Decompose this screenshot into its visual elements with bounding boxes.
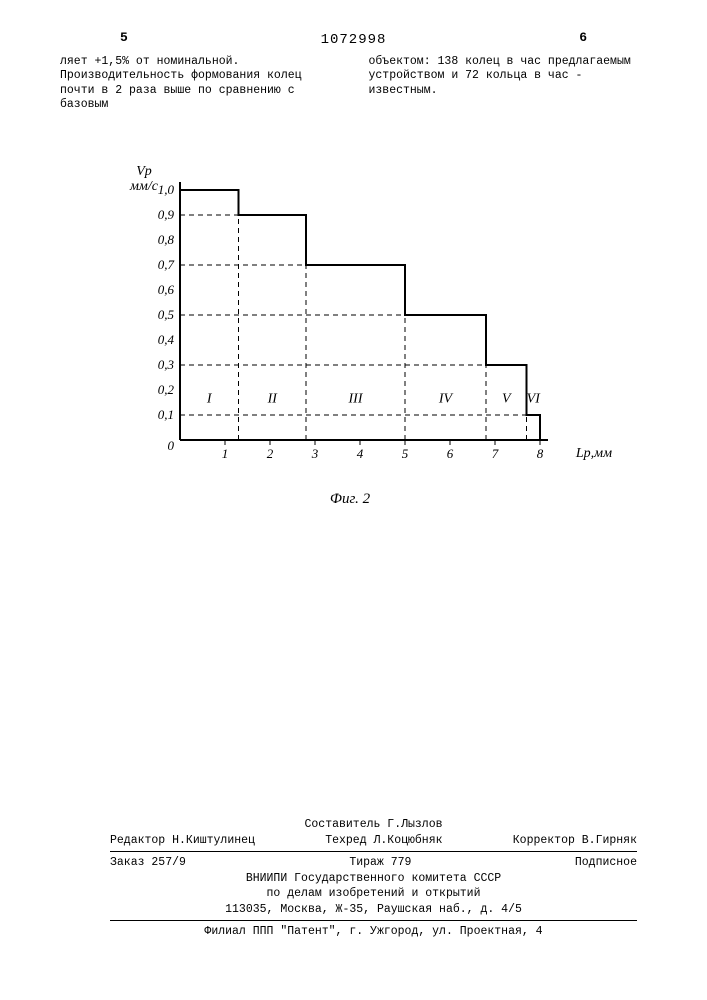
svg-text:1,0: 1,0 [158, 182, 175, 197]
org-line-2: по делам изобретений и открытий [110, 886, 637, 902]
svg-text:0,3: 0,3 [158, 357, 175, 372]
body-left-column: ляет +1,5% от номинальной. Производитель… [60, 55, 339, 113]
svg-text:I: I [206, 392, 213, 407]
imprint-footer: Составитель Г.Лызлов Редактор Н.Киштулин… [110, 817, 637, 940]
divider [110, 851, 637, 852]
svg-text:0,7: 0,7 [158, 257, 175, 272]
svg-text:0,5: 0,5 [158, 307, 175, 322]
svg-text:III: III [348, 392, 364, 407]
svg-text:6: 6 [447, 446, 454, 460]
svg-text:0,4: 0,4 [158, 332, 175, 347]
branch-line: Филиал ППП "Патент", г. Ужгород, ул. Про… [110, 924, 637, 940]
svg-text:0,1: 0,1 [158, 407, 174, 422]
svg-text:IV: IV [438, 392, 454, 407]
svg-text:4: 4 [357, 446, 364, 460]
editor-line: Редактор Н.Киштулинец [110, 833, 255, 849]
body-right-column: объектом: 138 колец в час предлагаемым у… [369, 55, 648, 113]
svg-text:II: II [267, 392, 279, 407]
subscription-line: Подписное [575, 855, 637, 871]
address-line: 113035, Москва, Ж-35, Раушская наб., д. … [110, 902, 637, 918]
svg-text:0: 0 [168, 438, 175, 453]
svg-text:0,6: 0,6 [158, 282, 175, 297]
svg-text:3: 3 [311, 446, 319, 460]
svg-text:2: 2 [267, 446, 274, 460]
svg-text:8: 8 [537, 446, 544, 460]
page-header: 1072998 [0, 30, 707, 48]
body-two-column: ляет +1,5% от номинальной. Производитель… [60, 55, 647, 113]
svg-text:7: 7 [492, 446, 499, 460]
svg-text:0,2: 0,2 [158, 382, 175, 397]
svg-text:VI: VI [527, 392, 542, 407]
figure-caption: Фиг. 2 [330, 491, 370, 508]
techred-line: Техред Л.Коцюбняк [325, 833, 442, 849]
corrector-line: Корректор В.Гирняк [513, 833, 637, 849]
svg-text:5: 5 [402, 446, 409, 460]
org-line-1: ВНИИПИ Государственного комитета СССР [110, 871, 637, 887]
compiler-line: Составитель Г.Лызлов [110, 817, 637, 833]
svg-text:0,8: 0,8 [158, 232, 175, 247]
order-line: Заказ 257/9 [110, 855, 186, 871]
divider [110, 920, 637, 921]
doc-number: 1072998 [321, 32, 387, 48]
svg-text:1: 1 [222, 446, 229, 460]
circulation-line: Тираж 779 [349, 855, 411, 871]
step-chart: Vp мм/с 0,10,20,30,40,50,60,70,80,91,001… [140, 170, 560, 480]
y-axis-label: Vp мм/с [130, 164, 158, 195]
svg-text:V: V [502, 392, 512, 407]
svg-text:0,9: 0,9 [158, 207, 175, 222]
chart-svg: 0,1 0,2 0,3 0,4 0,5 0,6 0,7 0,8 0,9 1,0 0 1 2 3 4 5 6 7 8 I… [140, 170, 560, 460]
x-axis-label: Lp,мм [576, 446, 612, 462]
